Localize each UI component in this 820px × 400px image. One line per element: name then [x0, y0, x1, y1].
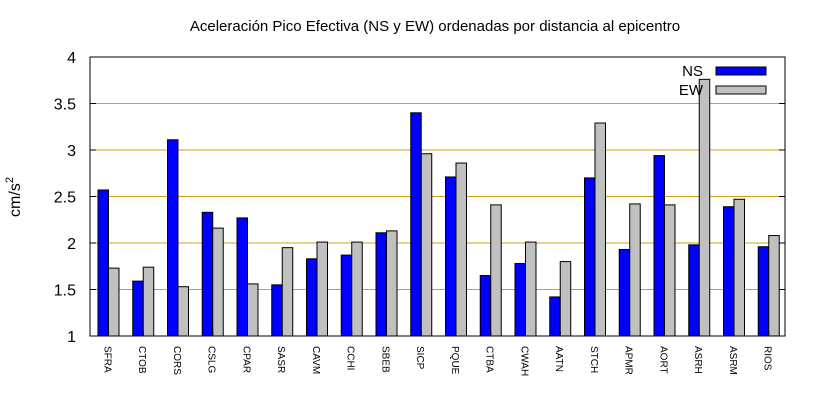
y-tick-label: 1.5	[54, 283, 76, 300]
y-axis-label-exponent: 2	[4, 177, 16, 183]
x-tick-label: SFRA	[101, 346, 112, 373]
x-tick-label: SBEB	[379, 346, 390, 373]
chart-title: Aceleración Pico Efectiva (NS y EW) orde…	[190, 18, 680, 35]
bar-ew	[246, 283, 259, 337]
bar-ns	[166, 139, 179, 337]
bar-ns	[514, 262, 526, 337]
bar-ns	[97, 189, 109, 337]
legend-label-ns: NS	[682, 63, 703, 80]
bar-ew	[559, 261, 572, 337]
bar-ew	[733, 198, 745, 337]
bar-ns	[757, 246, 770, 337]
x-tick-label: SICP	[414, 346, 425, 370]
bar-ew	[142, 266, 155, 337]
bar-ew	[316, 241, 328, 337]
bar-ns	[305, 258, 318, 337]
x-tick-label: CTBA	[484, 346, 495, 373]
x-tick-label: AATN	[553, 346, 564, 372]
x-tick-label: CPAR	[240, 346, 251, 373]
bar-ns	[618, 249, 631, 337]
bar-ew	[455, 162, 467, 337]
bar-ew	[629, 203, 641, 337]
bar-ew	[524, 241, 537, 337]
x-tick-label: PQUE	[449, 346, 460, 375]
y-tick-label: 2	[67, 236, 76, 253]
bar-ns	[688, 244, 700, 337]
bar-ew	[594, 122, 606, 337]
y-tick-label: 3	[67, 143, 76, 160]
x-tick-label: CTOB	[136, 346, 147, 374]
bar-ew	[107, 267, 120, 337]
bar-ew	[212, 227, 224, 337]
bar-ns	[583, 177, 596, 337]
bar-ns	[479, 275, 492, 337]
y-tick-label: 3.5	[54, 97, 76, 114]
legend-swatch-ew	[715, 85, 767, 95]
bar-ew	[351, 241, 363, 337]
x-tick-label: ASRH	[692, 346, 703, 374]
bar-ew	[768, 235, 780, 337]
legend-swatch-ns	[715, 66, 767, 76]
bars	[97, 78, 780, 337]
bar-ns	[444, 176, 457, 337]
x-tick-label: SASR	[275, 346, 286, 373]
bar-ns	[722, 206, 735, 337]
x-tick-label: CAVM	[310, 346, 321, 374]
bar-ns	[132, 280, 144, 337]
x-tick-label: CCHI	[345, 346, 356, 370]
bar-ns	[549, 296, 561, 337]
bar-ew	[490, 204, 502, 337]
y-axis-label: cm/s2	[4, 177, 24, 217]
bar-ns	[271, 284, 283, 337]
x-tick-label: CSLG	[206, 346, 217, 373]
y-tick-label: 1	[67, 329, 76, 346]
bar-ew	[420, 153, 433, 337]
bar-ns	[410, 112, 422, 337]
bar-ew	[663, 204, 676, 337]
bar-ns	[201, 211, 214, 337]
x-tick-label: ASRM	[727, 346, 738, 375]
y-tick-label: 4	[67, 50, 76, 67]
x-tick-label: RIOS	[762, 346, 773, 371]
bar-ns	[653, 155, 665, 337]
bar-ns	[236, 217, 248, 337]
bar-ns	[340, 254, 353, 337]
x-tick-label: STCH	[588, 346, 599, 373]
y-tick-label: 2.5	[54, 190, 76, 207]
bar-ew	[177, 286, 189, 337]
bar-ew	[698, 78, 711, 337]
bar-ew	[385, 230, 398, 337]
x-tick-label: AORT	[657, 346, 668, 374]
x-tick-label: CORS	[171, 346, 182, 375]
x-tick-label: CWAH	[518, 346, 529, 376]
bar-ew	[281, 247, 294, 337]
x-tick-label: APMR	[623, 346, 634, 375]
bar-ns	[375, 232, 387, 337]
grid-lines	[90, 103, 785, 290]
y-axis-label-unit: cm/s	[7, 183, 24, 217]
x-axis-category-labels: SFRA CTOB CORS CSLG CPAR SASR CAVM CCHI SBEB SICP…	[101, 331, 773, 376]
legend-label-ew: EW	[679, 82, 704, 99]
y-axis-ticks: 1 1.5 2 2.5 3 3.5 4	[54, 50, 785, 346]
legend: NS EW	[679, 63, 767, 99]
